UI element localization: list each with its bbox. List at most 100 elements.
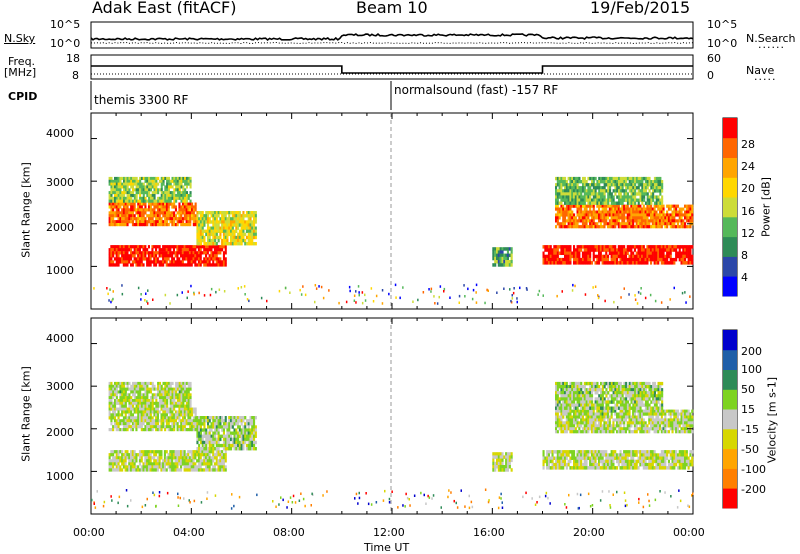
power-cell bbox=[669, 245, 672, 249]
power-cell bbox=[153, 185, 156, 189]
power-cell bbox=[610, 210, 613, 214]
power-cell bbox=[578, 189, 581, 193]
velocity-cell bbox=[184, 396, 187, 400]
velocity-cell bbox=[583, 450, 586, 454]
velocity-cell bbox=[217, 428, 220, 432]
power-cell bbox=[135, 251, 138, 255]
power-cell bbox=[208, 245, 211, 249]
velocity-cell bbox=[233, 440, 236, 445]
velocity-cell bbox=[142, 384, 145, 388]
velocity-cell bbox=[194, 462, 197, 466]
velocity-cell bbox=[219, 434, 222, 438]
power-cell bbox=[173, 217, 176, 221]
power-cell bbox=[196, 245, 199, 249]
velocity-cell bbox=[254, 434, 257, 438]
power-cell bbox=[619, 207, 622, 211]
velocity-cell bbox=[623, 456, 626, 460]
power-cell bbox=[185, 214, 188, 218]
velocity-cell bbox=[176, 393, 179, 397]
velocity-cell bbox=[215, 422, 218, 426]
power-cell bbox=[661, 198, 664, 202]
velocity-cell bbox=[131, 422, 134, 426]
velocity-cell bbox=[237, 447, 240, 451]
velocity-cell bbox=[144, 425, 147, 429]
power-cell bbox=[574, 176, 577, 181]
power-cell bbox=[619, 261, 622, 265]
power-cell bbox=[197, 254, 200, 258]
power-cell bbox=[567, 216, 570, 220]
velocity-cell bbox=[139, 425, 142, 429]
power-cell bbox=[128, 248, 131, 252]
power-cell bbox=[142, 176, 145, 180]
power-cell bbox=[635, 204, 638, 208]
power-cell bbox=[121, 194, 124, 198]
power-cell bbox=[122, 245, 125, 249]
power-cell bbox=[617, 216, 620, 220]
power-cell bbox=[158, 205, 161, 209]
power-cell bbox=[614, 192, 617, 196]
power-cell bbox=[624, 216, 627, 220]
velocity-cell bbox=[546, 462, 549, 467]
velocity-cell bbox=[180, 428, 183, 432]
power-cell bbox=[542, 257, 545, 262]
power-cell bbox=[176, 263, 179, 267]
velocity-cell bbox=[675, 456, 678, 460]
power-cell bbox=[583, 192, 586, 196]
velocity-cell bbox=[567, 462, 570, 467]
velocity-cell bbox=[133, 456, 136, 460]
velocity-cell bbox=[655, 462, 658, 467]
power-cell bbox=[573, 261, 576, 265]
velocity-cell bbox=[137, 390, 140, 394]
power-ground-point bbox=[458, 301, 460, 304]
power-cell bbox=[544, 261, 547, 265]
power-cell bbox=[666, 222, 669, 226]
velocity-cell bbox=[222, 459, 225, 463]
power-cell bbox=[608, 248, 611, 252]
velocity-cell bbox=[166, 399, 169, 403]
power-cell bbox=[151, 214, 154, 218]
velocity-cell bbox=[144, 381, 147, 385]
velocity-cell bbox=[135, 425, 138, 429]
power-ground-point bbox=[284, 286, 287, 290]
velocity-cell bbox=[546, 466, 549, 470]
velocity-cell bbox=[121, 428, 124, 432]
power-cell bbox=[126, 202, 129, 206]
velocity-cell bbox=[199, 459, 202, 463]
power-cell bbox=[247, 217, 250, 221]
velocity-cell bbox=[178, 407, 181, 411]
velocity-cell bbox=[178, 428, 181, 432]
velocity-cell bbox=[648, 459, 651, 464]
power-cell bbox=[115, 176, 118, 180]
power-ground-point bbox=[110, 300, 112, 304]
velocity-cell bbox=[119, 468, 122, 472]
power-cell bbox=[178, 248, 181, 252]
power-cell bbox=[635, 176, 638, 181]
velocity-cell bbox=[198, 437, 201, 442]
power-cell bbox=[637, 261, 640, 265]
power-cell bbox=[164, 211, 167, 215]
velocity-cell bbox=[130, 407, 133, 411]
power-cell bbox=[171, 260, 174, 264]
power-cell bbox=[180, 251, 183, 255]
velocity-cell bbox=[149, 419, 152, 423]
power-cell bbox=[496, 247, 499, 251]
power-cell bbox=[162, 251, 165, 255]
velocity-cell bbox=[224, 434, 227, 438]
power-cell bbox=[210, 257, 213, 261]
velocity-cell bbox=[114, 393, 117, 397]
power-cell bbox=[621, 195, 624, 199]
velocity-cell bbox=[210, 440, 213, 445]
power-cell bbox=[212, 217, 215, 221]
velocity-cell bbox=[208, 453, 211, 457]
velocity-cell bbox=[657, 459, 660, 464]
velocity-cell bbox=[208, 425, 211, 429]
velocity-cell bbox=[183, 456, 186, 460]
power-cell bbox=[167, 202, 170, 206]
power-cell bbox=[146, 208, 149, 212]
power-cell bbox=[171, 202, 174, 206]
power-cell bbox=[585, 225, 588, 229]
power-cell bbox=[205, 260, 208, 264]
power-ground-point bbox=[144, 299, 146, 302]
velocity-cell bbox=[178, 399, 181, 403]
power-cell bbox=[592, 248, 595, 252]
